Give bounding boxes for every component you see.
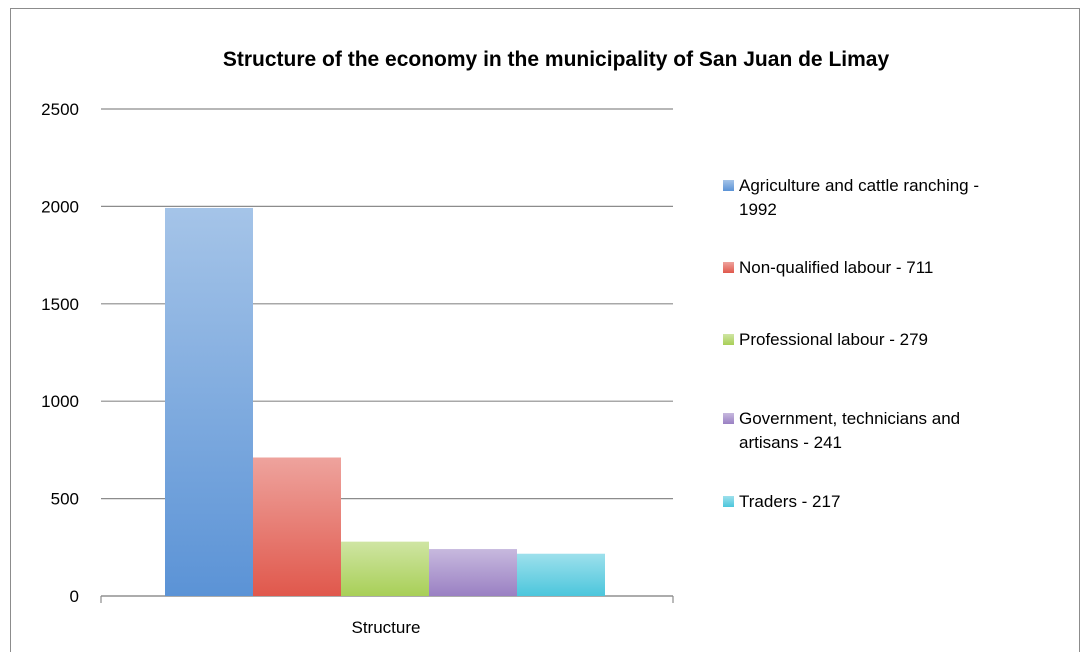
y-tick-label: 1500	[41, 295, 79, 314]
legend-swatch	[723, 413, 734, 424]
y-tick-label: 500	[51, 490, 79, 509]
legend-label: Agriculture and cattle ranching -	[739, 176, 979, 195]
legend-item: Government, technicians and artisans - 24…	[723, 409, 960, 452]
chart-frame: Structure of the economy in the municipa…	[10, 8, 1080, 652]
legend-swatch	[723, 262, 734, 273]
y-tick-label: 0	[70, 587, 79, 606]
legend-swatch	[723, 334, 734, 345]
bar-chart: Structure of the economy in the municipa…	[41, 48, 979, 637]
legend-item: Agriculture and cattle ranching - 1992	[723, 176, 979, 219]
chart-title: Structure of the economy in the municipa…	[223, 48, 890, 71]
bar	[429, 549, 517, 596]
y-tick-label: 2500	[41, 100, 79, 119]
legend-label: artisans - 241	[739, 433, 842, 452]
legend-label: Non-qualified labour - 711	[739, 258, 933, 277]
legend-label: Traders - 217	[739, 492, 840, 511]
legend-swatch	[723, 180, 734, 191]
bars	[165, 207, 605, 596]
bar	[165, 207, 253, 596]
legend-item: Non-qualified labour - 711	[723, 258, 933, 277]
legend-item: Traders - 217	[723, 492, 840, 511]
x-category-label: Structure	[352, 618, 421, 637]
y-axis-ticks: 0 500 1000 1500 2000 2500	[41, 100, 79, 606]
legend-label: Government, technicians and	[739, 409, 960, 428]
legend-label: 1992	[739, 200, 777, 219]
bar	[341, 541, 429, 596]
legend-label: Professional labour - 279	[739, 330, 928, 349]
bar	[517, 553, 605, 596]
bar	[253, 457, 341, 596]
y-tick-label: 2000	[41, 197, 79, 216]
y-tick-label: 1000	[41, 392, 79, 411]
legend-item: Professional labour - 279	[723, 330, 928, 349]
legend-swatch	[723, 496, 734, 507]
legend: Agriculture and cattle ranching - 1992 Non…	[723, 176, 979, 511]
